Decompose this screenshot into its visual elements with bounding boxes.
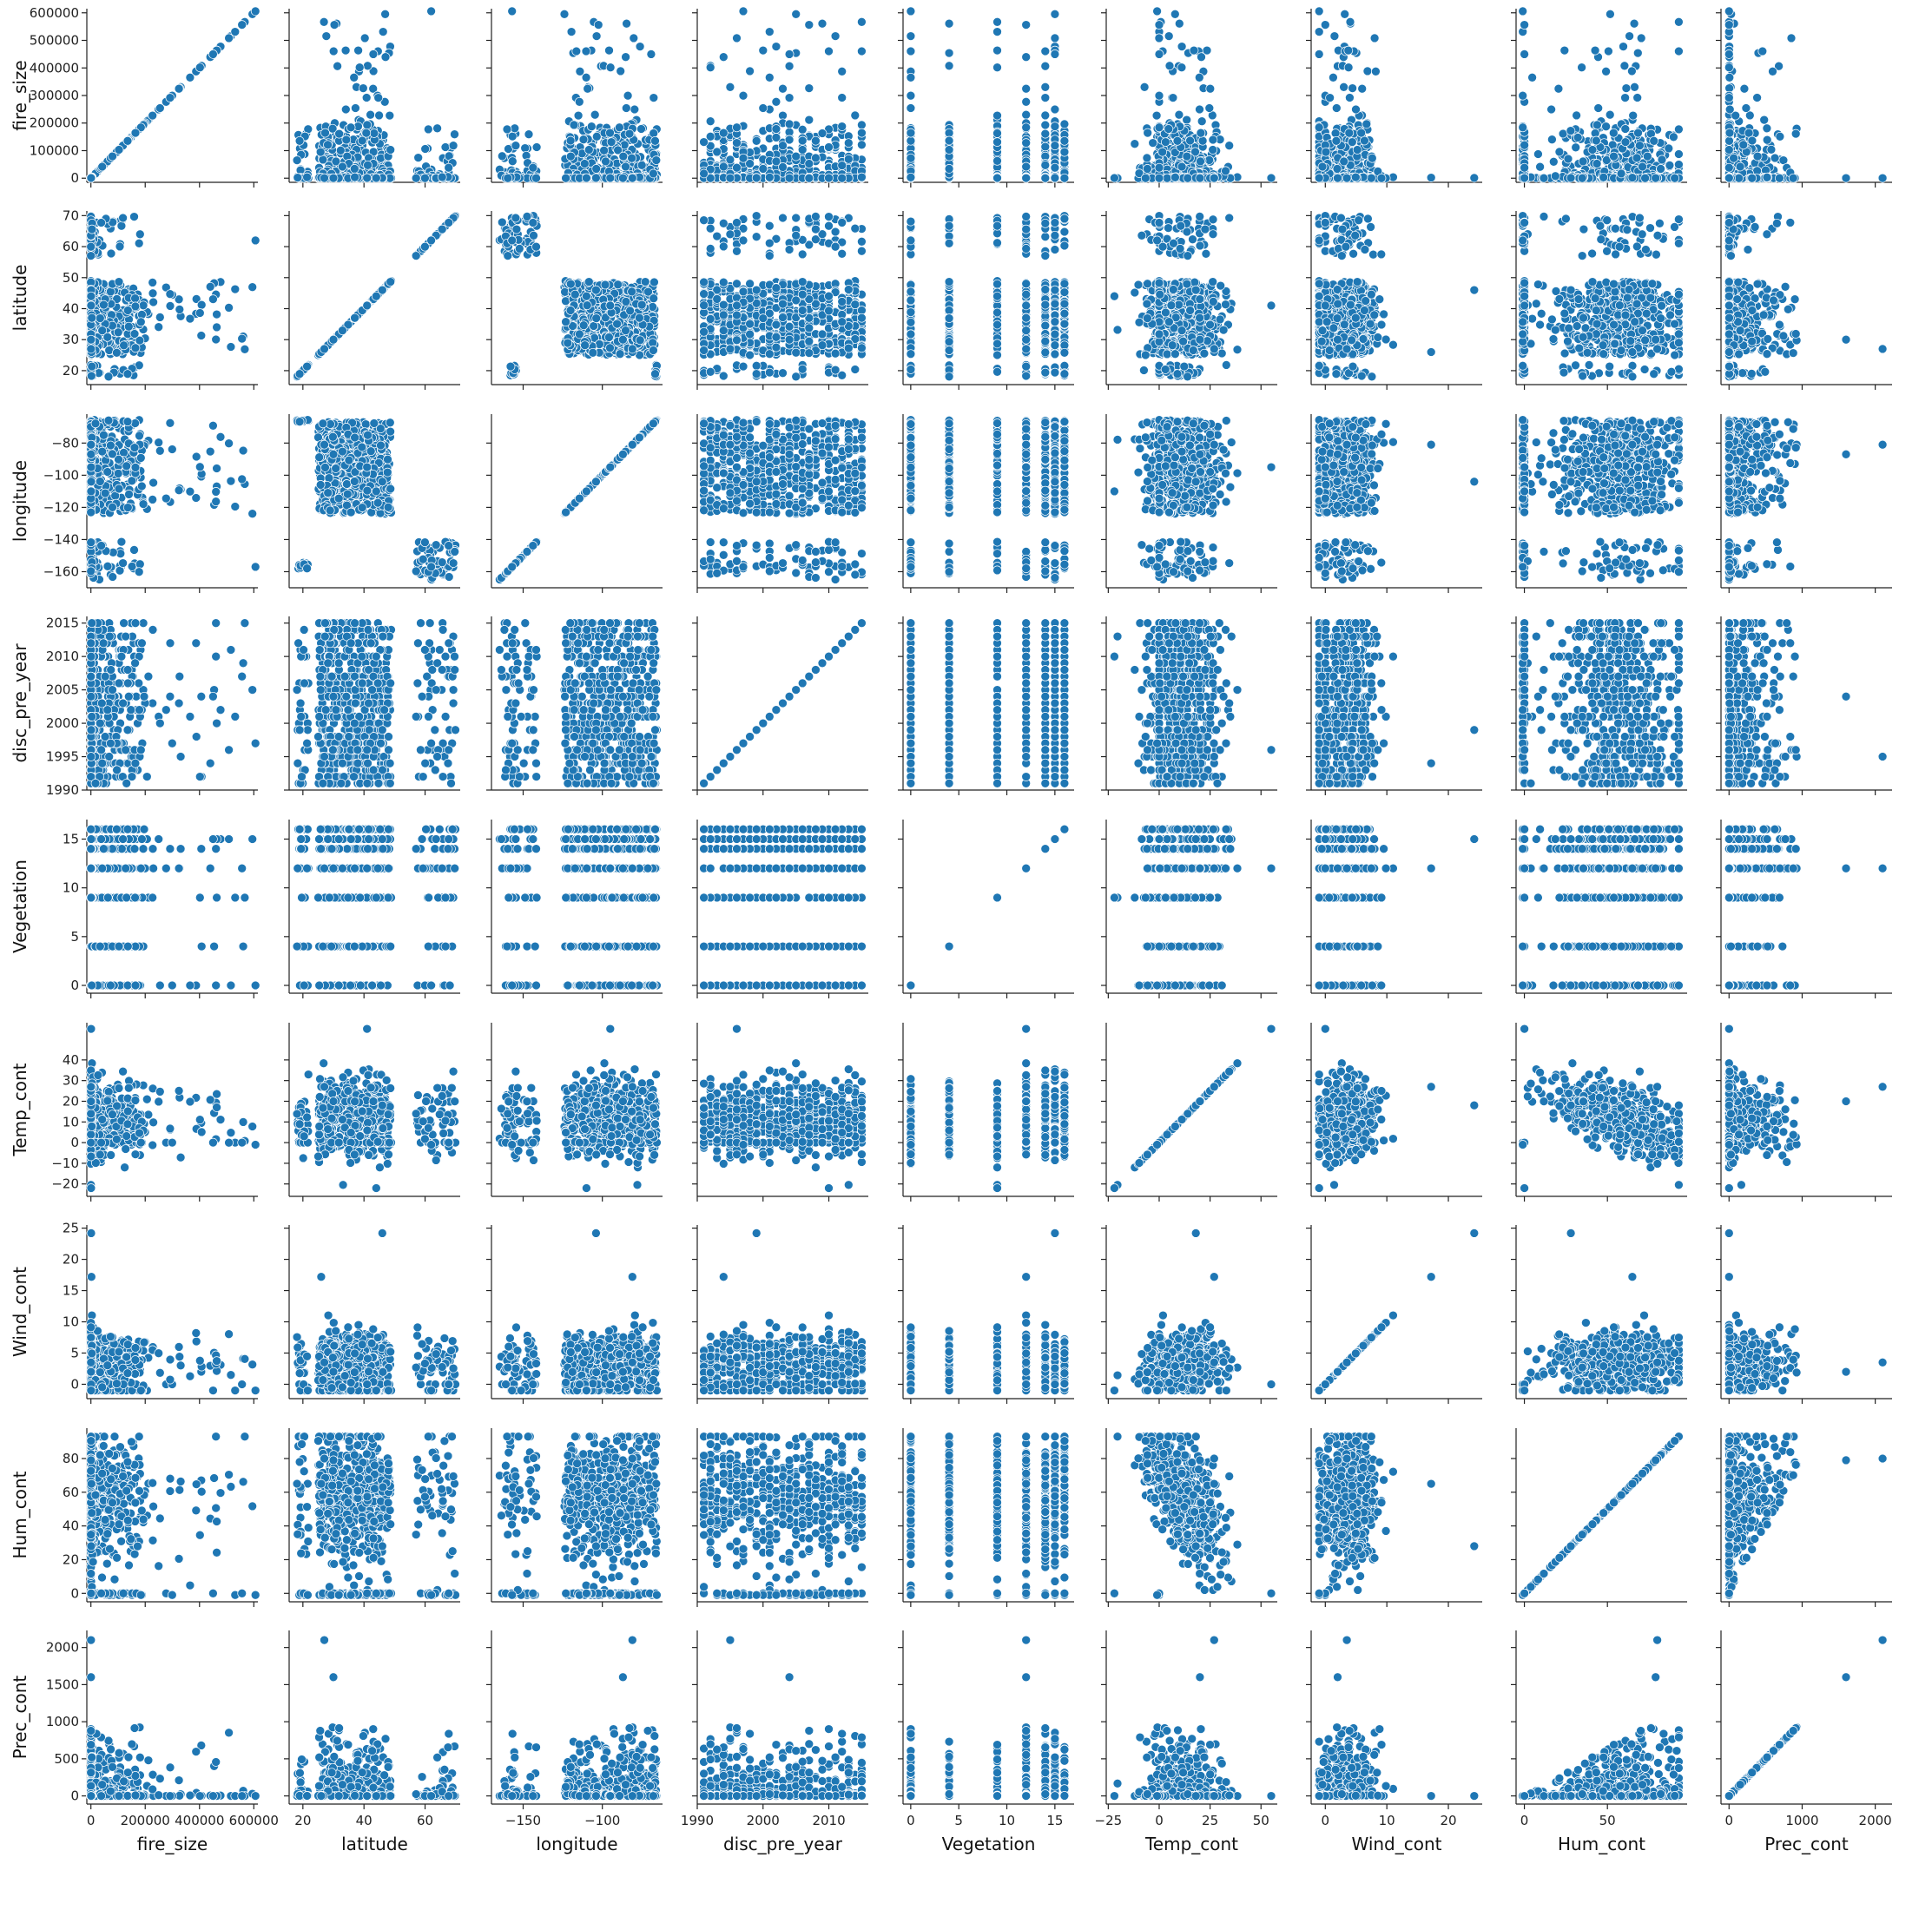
data-point bbox=[186, 73, 195, 82]
data-point bbox=[155, 104, 164, 113]
data-point bbox=[208, 49, 217, 58]
data-point bbox=[175, 84, 183, 93]
scatter-points bbox=[87, 7, 260, 182]
panel-fire_size-vs-fire_size bbox=[82, 7, 260, 188]
data-point bbox=[195, 63, 204, 72]
data-point bbox=[225, 34, 234, 43]
data-point bbox=[166, 94, 175, 102]
data-point bbox=[238, 21, 247, 30]
